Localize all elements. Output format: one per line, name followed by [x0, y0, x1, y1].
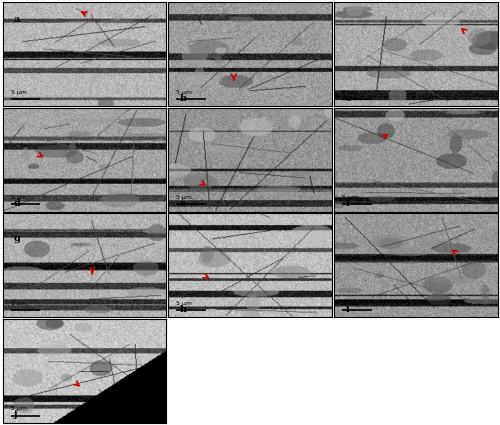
Text: 5 μm: 5 μm — [10, 406, 26, 411]
Text: 5 μm: 5 μm — [342, 90, 358, 95]
Text: 5 μm: 5 μm — [342, 195, 358, 200]
Text: 5 μm: 5 μm — [10, 301, 26, 306]
Text: c: c — [346, 94, 352, 103]
Text: 5 μm: 5 μm — [10, 195, 26, 200]
Text: j: j — [14, 411, 18, 419]
Text: b: b — [180, 94, 186, 103]
Text: g: g — [14, 234, 21, 243]
Text: a: a — [14, 14, 20, 24]
Text: h: h — [180, 305, 187, 314]
Text: 5 μm: 5 μm — [176, 301, 192, 306]
Text: f: f — [346, 199, 350, 208]
Text: d: d — [14, 199, 21, 208]
Text: 5 μm: 5 μm — [176, 195, 192, 200]
Text: 5 μm: 5 μm — [342, 301, 358, 306]
Text: e: e — [180, 199, 186, 208]
Text: 5 μm: 5 μm — [10, 90, 26, 95]
Text: i: i — [346, 305, 349, 314]
Text: 5 μm: 5 μm — [176, 90, 192, 95]
